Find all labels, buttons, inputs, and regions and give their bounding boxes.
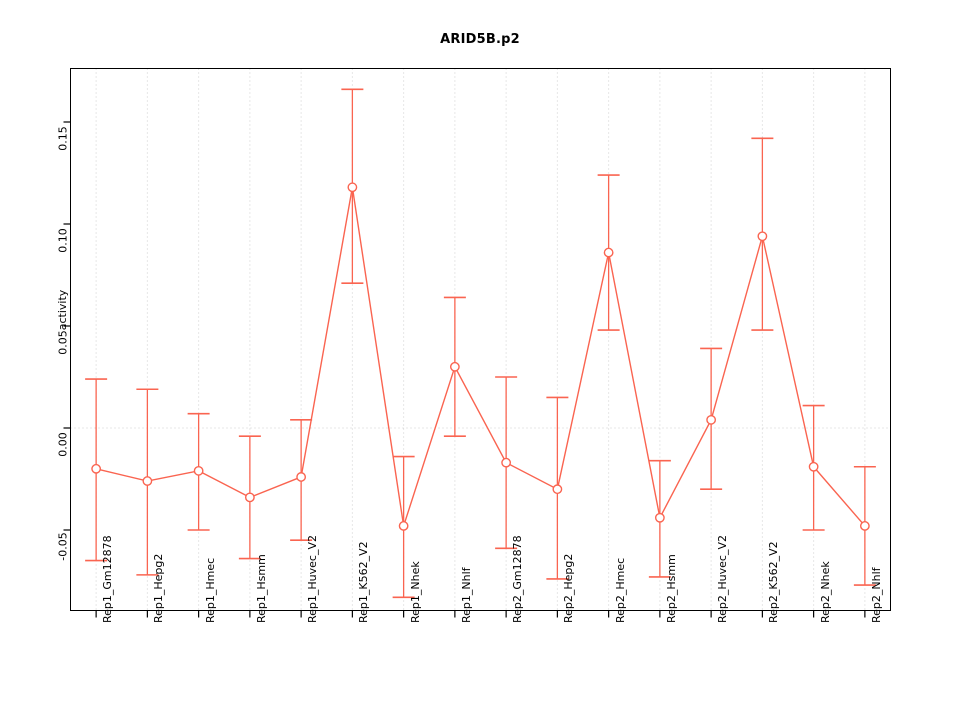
data-point-marker <box>449 361 460 372</box>
data-point-marker <box>244 492 255 503</box>
chart-title: ARID5B.p2 <box>440 32 520 47</box>
plot-frame <box>70 68 891 611</box>
x-tick-label: Rep2_Hepg2 <box>562 553 576 623</box>
data-point-marker <box>603 247 614 258</box>
x-tick-label: Rep2_Hsmm <box>664 553 678 623</box>
x-tick-label: Rep2_Gm12878 <box>511 534 525 623</box>
x-tick-label: Rep1_Hepg2 <box>152 553 166 623</box>
gridlines <box>95 68 866 611</box>
data-point-marker <box>91 463 102 474</box>
data-point-marker <box>757 231 768 242</box>
x-tick-label: Rep2_Nhlf <box>869 566 883 623</box>
data-point-marker <box>296 472 307 482</box>
x-tick-label: Rep1_Nhlf <box>459 566 473 623</box>
data-point-marker <box>808 461 819 472</box>
x-tick-label: Rep1_Hmec <box>203 557 217 623</box>
y-tick-label: 0.10 <box>56 228 69 253</box>
x-tick-label: Rep1_Nhek <box>408 560 422 623</box>
x-tick-label: Rep2_K562_V2 <box>767 540 781 623</box>
y-axis-ticks <box>63 121 71 531</box>
x-tick-label: Rep2_Hmec <box>613 557 627 623</box>
x-axis-ticks <box>95 610 866 618</box>
y-tick-label: 0.05 <box>56 330 69 355</box>
y-tick-label: 0.00 <box>56 432 69 457</box>
data-points <box>91 182 870 531</box>
data-point-marker <box>859 521 870 531</box>
y-tick-label: 0.15 <box>56 126 69 151</box>
x-tick-label: Rep1_Hsmm <box>254 553 268 623</box>
data-point-marker <box>654 512 665 523</box>
data-point-marker <box>706 414 717 425</box>
error-bars <box>85 88 876 599</box>
data-line <box>95 187 866 527</box>
data-point-marker <box>347 182 358 193</box>
data-point-marker <box>501 457 512 468</box>
data-point-marker <box>552 484 563 495</box>
data-point-marker <box>398 521 409 531</box>
data-point-marker <box>193 465 204 476</box>
x-tick-label: Rep2_Nhek <box>818 560 832 623</box>
y-tick-label: -0.05 <box>56 532 69 561</box>
x-tick-label: Rep1_Gm12878 <box>101 534 115 623</box>
series-polyline <box>95 187 866 527</box>
x-tick-label: Rep1_Huvec_V2 <box>306 534 320 623</box>
data-point-marker <box>142 476 153 486</box>
x-tick-label: Rep1_K562_V2 <box>357 540 371 623</box>
x-tick-label: Rep2_Huvec_V2 <box>716 534 730 623</box>
